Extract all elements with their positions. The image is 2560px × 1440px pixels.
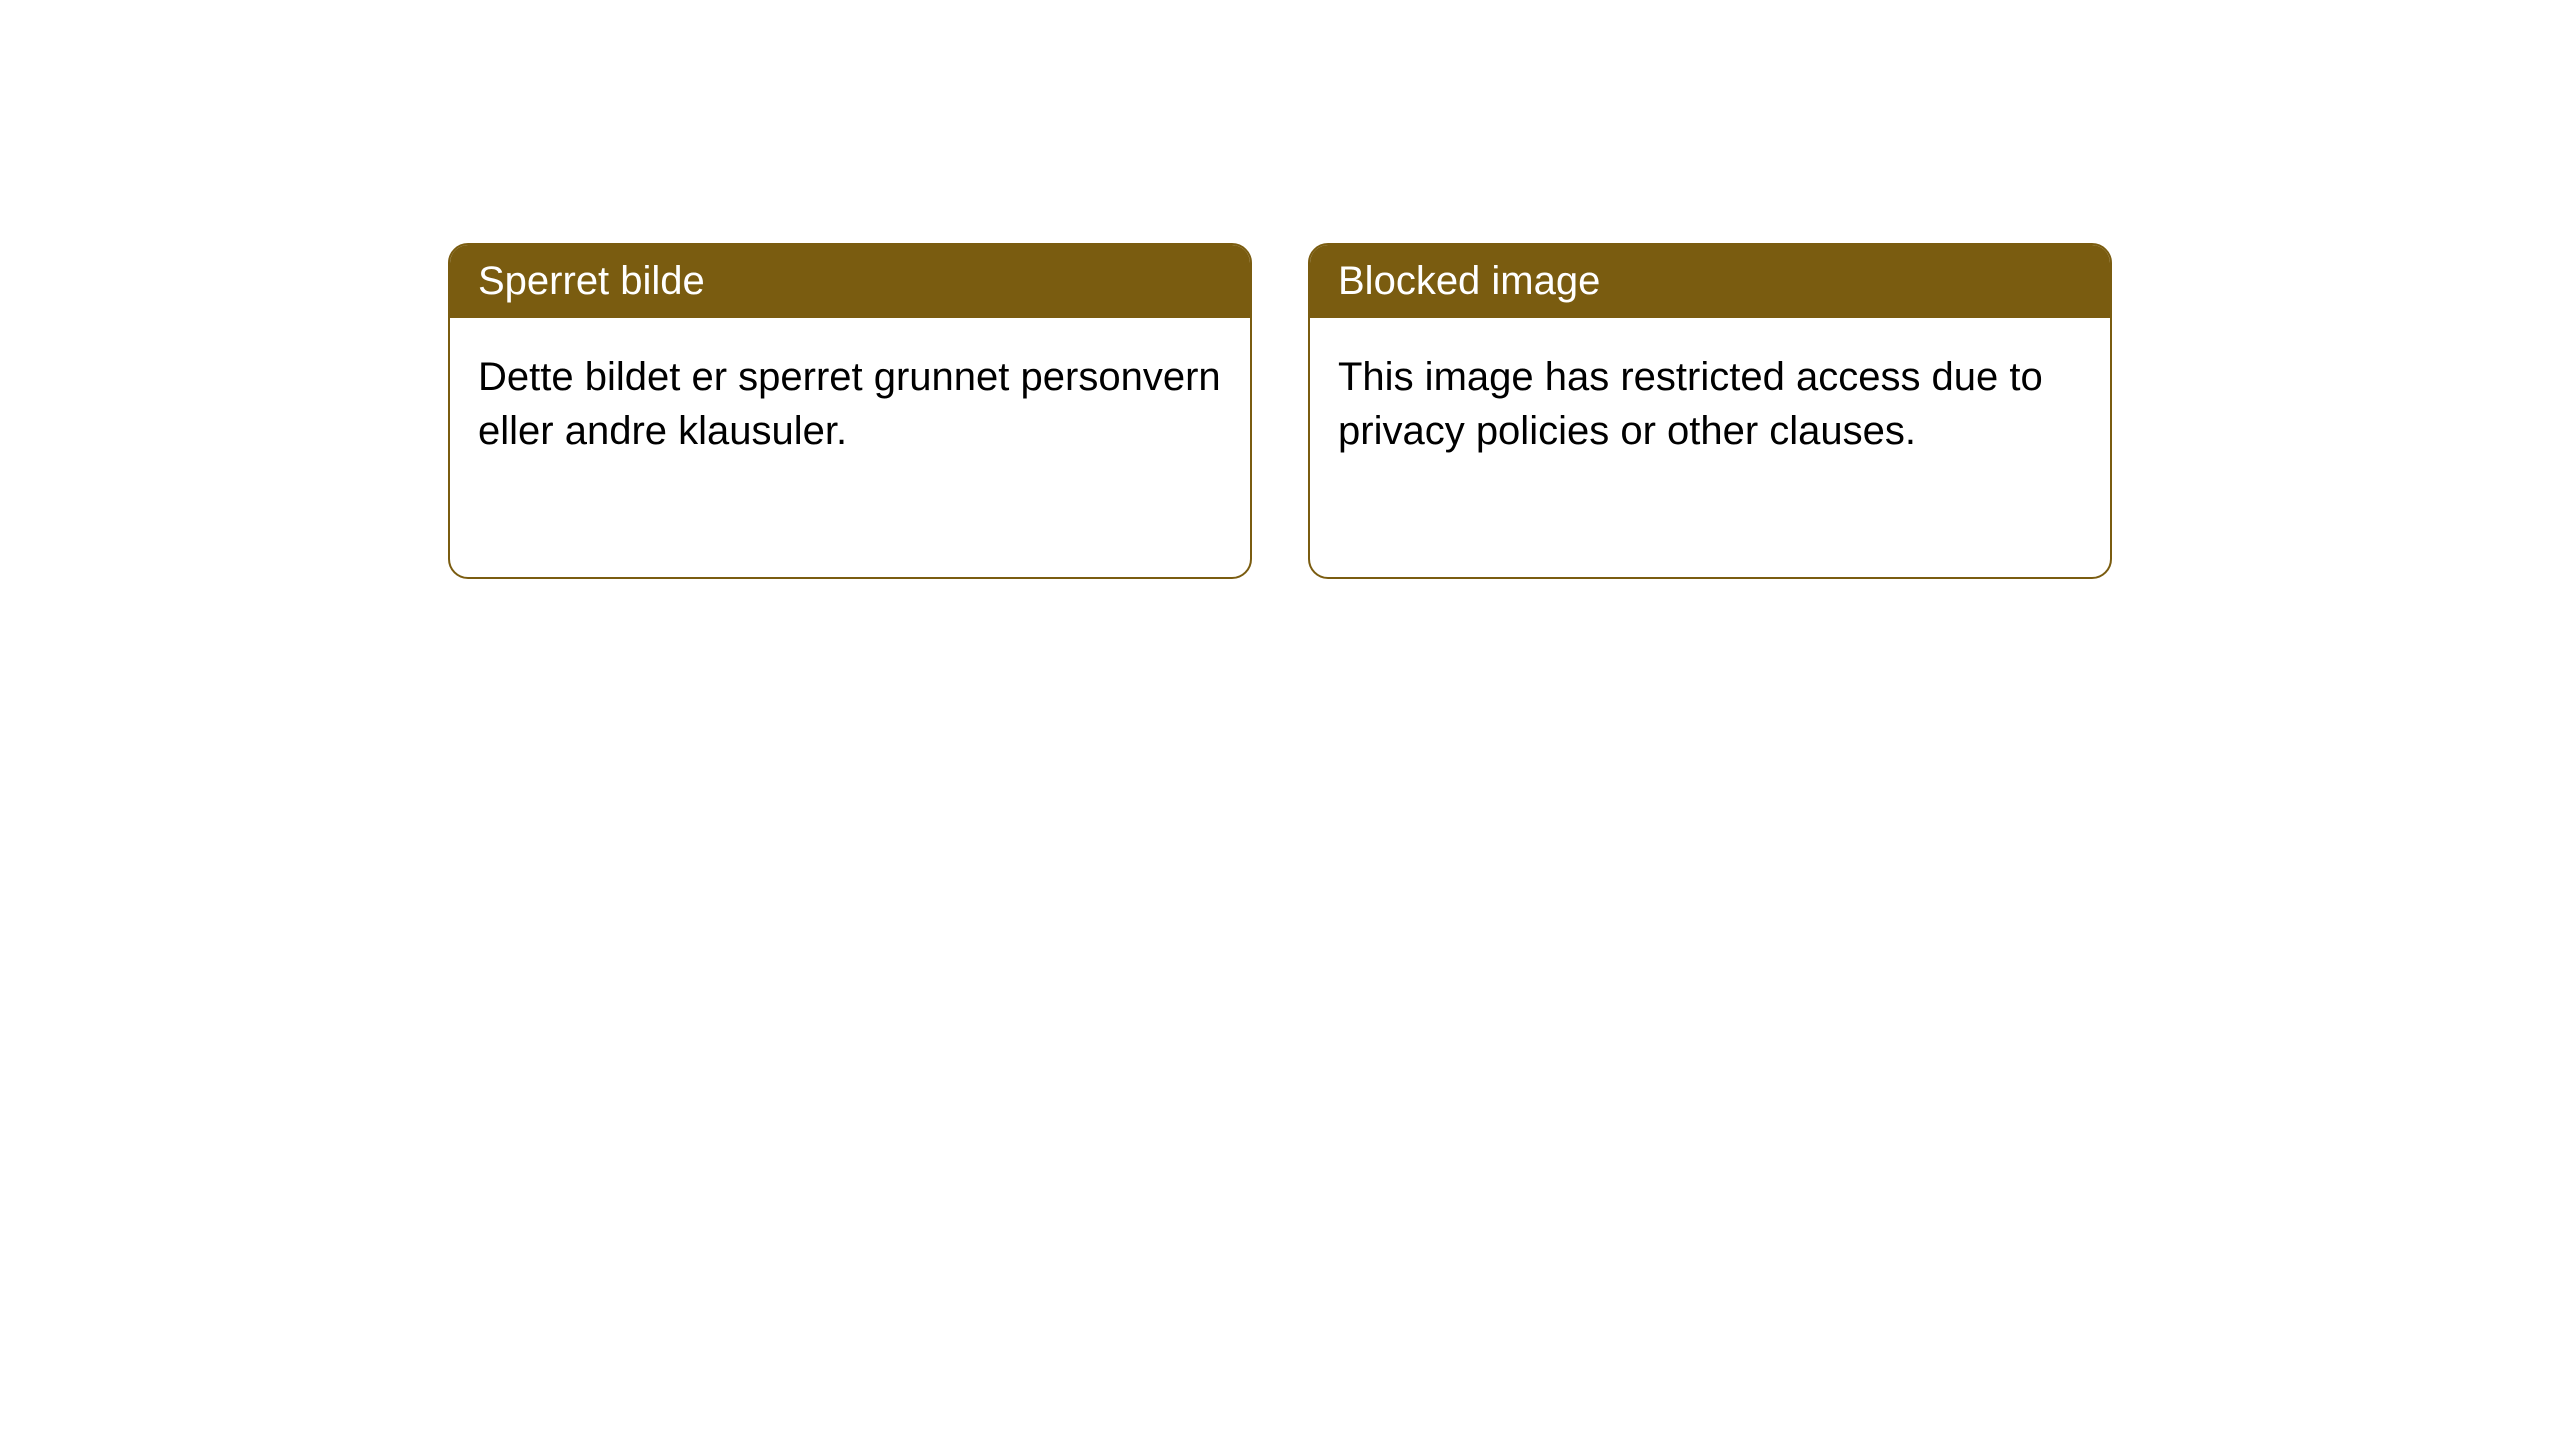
notice-card-english: Blocked image This image has restricted … (1308, 243, 2112, 579)
blocked-image-notices: Sperret bilde Dette bildet er sperret gr… (448, 243, 2112, 579)
notice-title-english: Blocked image (1310, 245, 2110, 318)
notice-body-norwegian: Dette bildet er sperret grunnet personve… (450, 318, 1250, 490)
notice-body-english: This image has restricted access due to … (1310, 318, 2110, 490)
notice-title-norwegian: Sperret bilde (450, 245, 1250, 318)
notice-card-norwegian: Sperret bilde Dette bildet er sperret gr… (448, 243, 1252, 579)
